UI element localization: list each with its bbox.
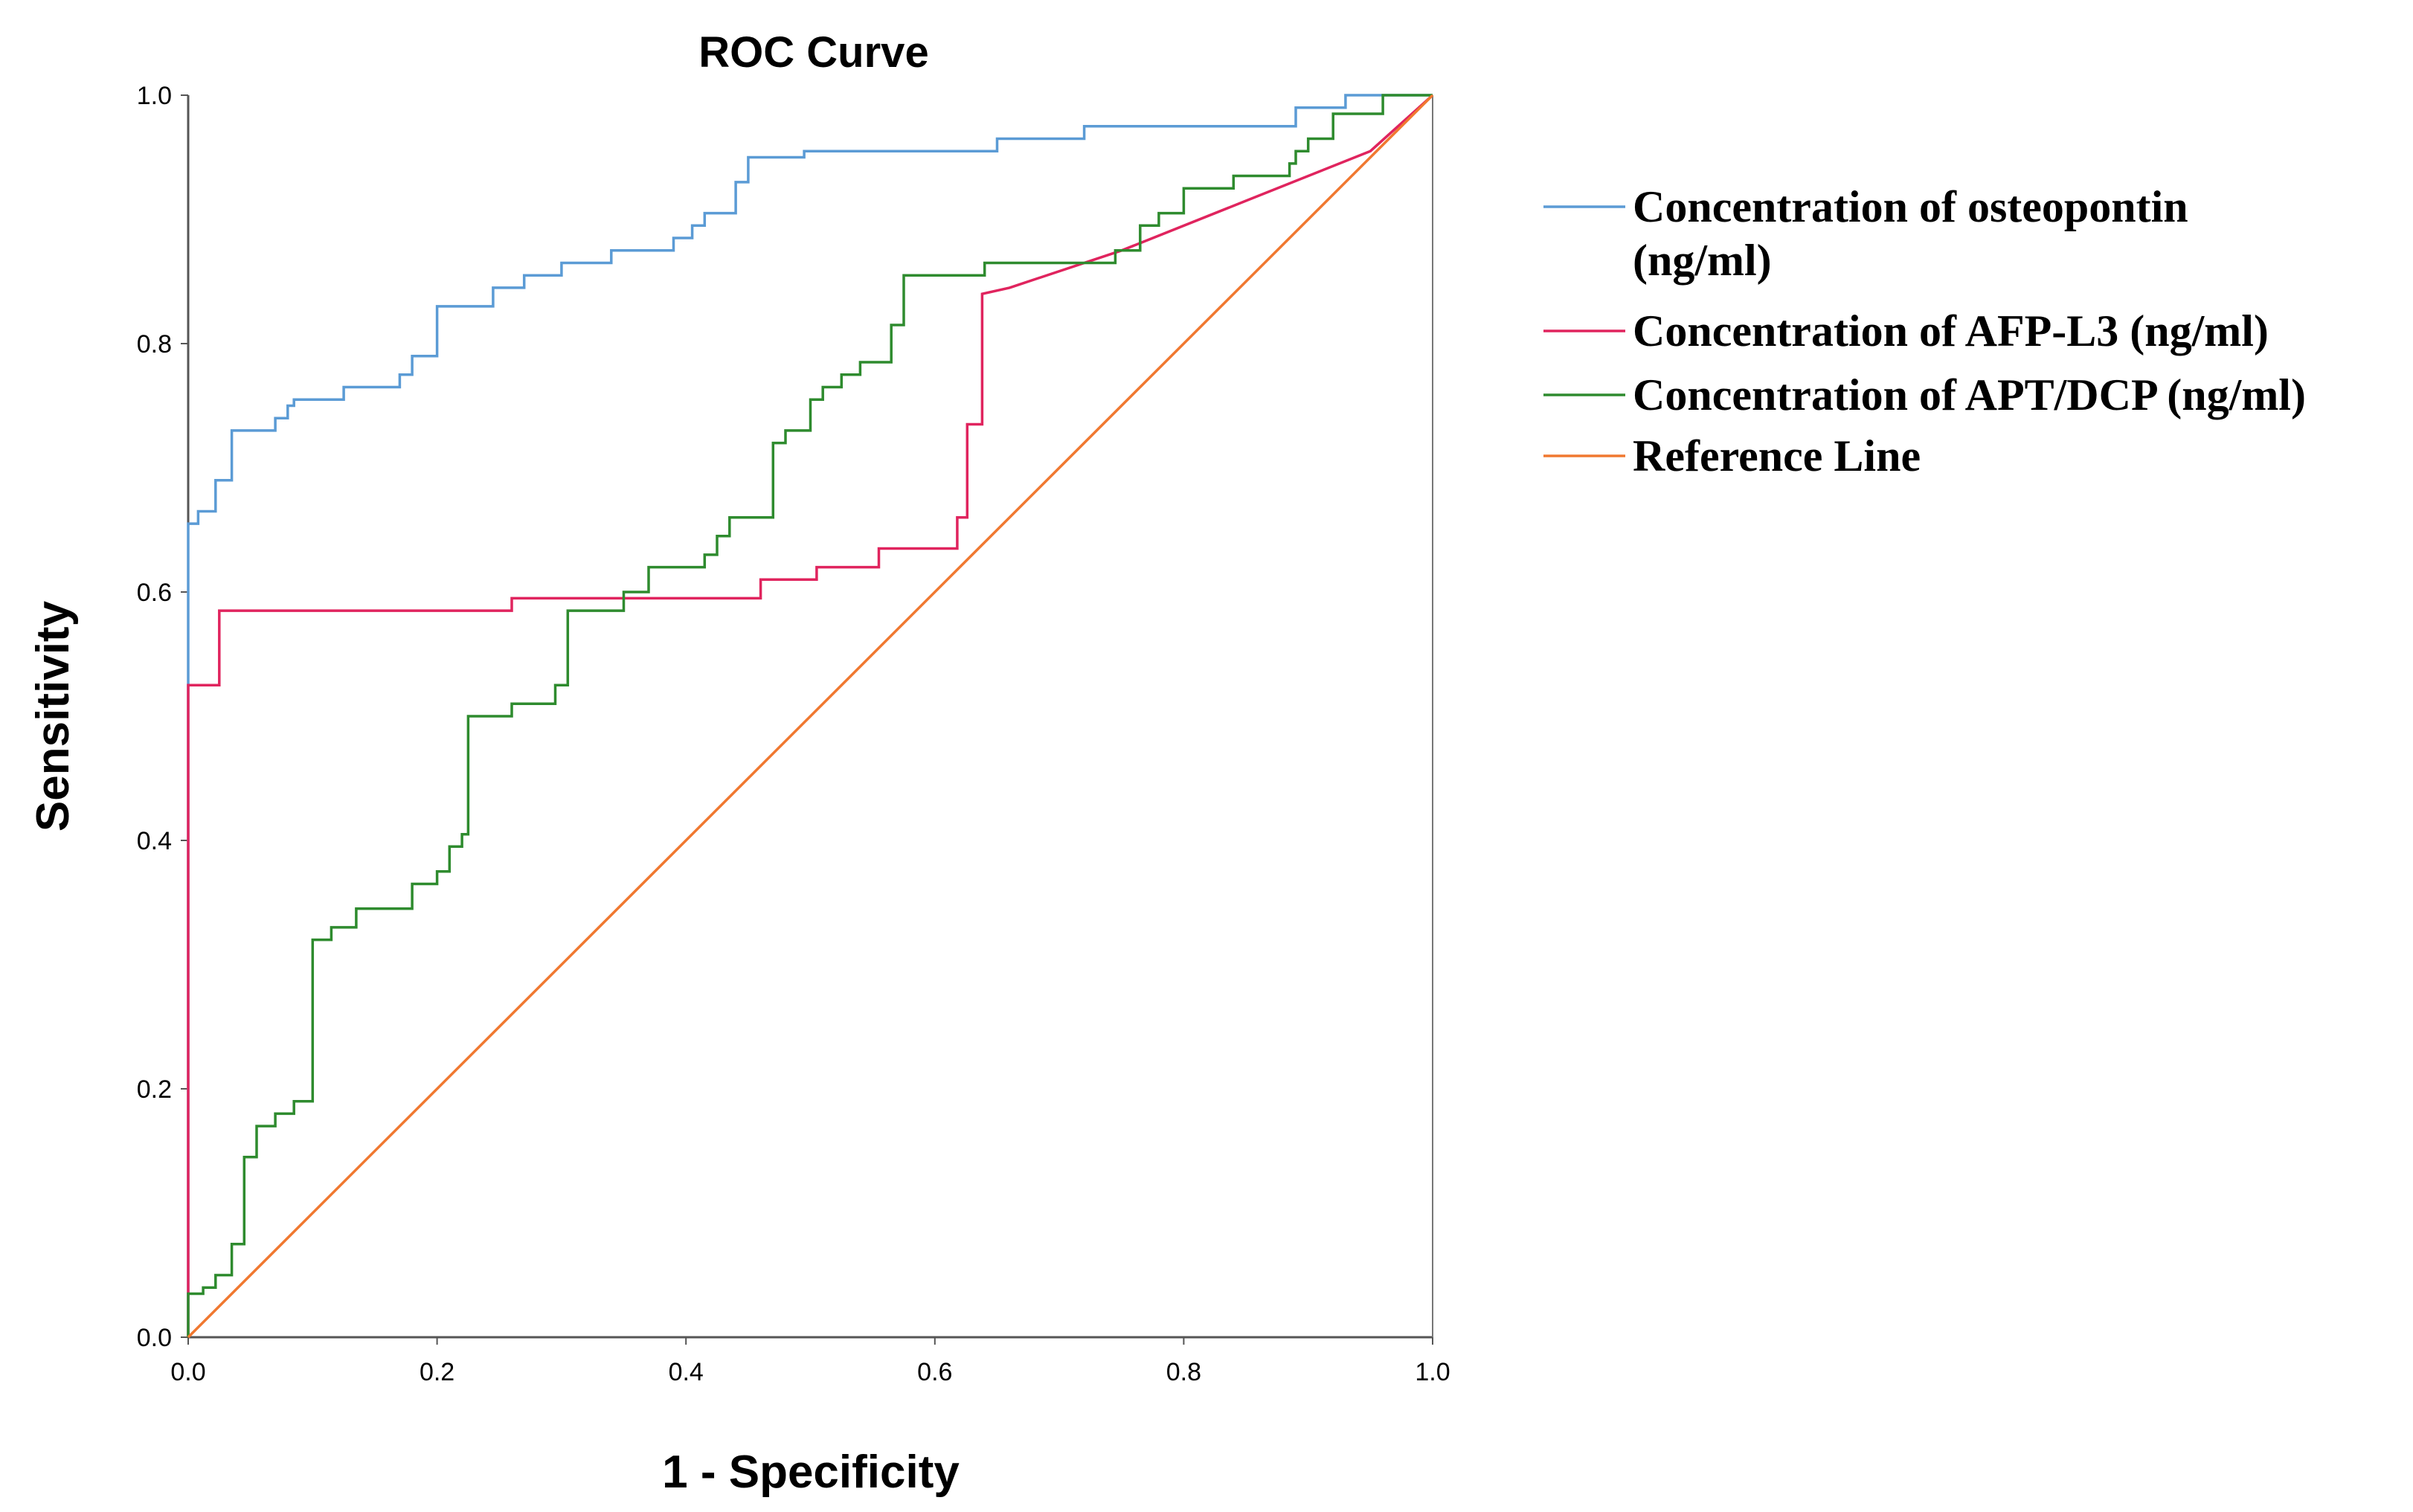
- y-tick-label: 0.2: [137, 1075, 172, 1104]
- y-ticks: 0.0 0.2 0.4 0.6 0.8 1.0: [137, 82, 188, 1352]
- x-tick-label: 0.8: [1166, 1358, 1201, 1386]
- series-line-concentration-of-apt-dcp-ng-ml: [187, 94, 1433, 1337]
- legend-label-concentration-of-afp-l3-ng-ml: Concentration of AFP-L3 (ng/ml): [1633, 306, 2269, 356]
- x-tick-label: 0.4: [669, 1358, 704, 1386]
- x-tick-label: 0.6: [917, 1358, 952, 1386]
- legend-label-concentration-of-osteopontin-ng-ml: (ng/ml): [1633, 236, 1772, 285]
- series-line-concentration-of-afp-l3-ng-ml: [187, 94, 1434, 1337]
- y-tick-label: 0.0: [137, 1324, 172, 1352]
- legend: Concentration of osteopontin (ng/ml) Conce…: [1543, 182, 2306, 480]
- chart-title: ROC Curve: [698, 28, 928, 77]
- y-axis-label: Sensitivity: [28, 600, 79, 831]
- y-tick-label: 0.4: [137, 827, 172, 855]
- series-line-reference-line: [187, 94, 1434, 1339]
- y-tick-label: 0.6: [137, 579, 172, 607]
- y-tick-label: 0.8: [137, 330, 172, 358]
- y-tick-label: 1.0: [137, 82, 172, 110]
- legend-label-reference-line: Reference Line: [1633, 431, 1921, 480]
- x-tick-label: 1.0: [1415, 1358, 1450, 1386]
- series-line-concentration-of-osteopontin-ng-ml: [187, 94, 1433, 1337]
- legend-label-concentration-of-apt-dcp-ng-ml: Concentration of APT/DCP (ng/ml): [1633, 370, 2306, 419]
- series-layer: [187, 94, 1434, 1339]
- x-tick-label: 0.0: [170, 1358, 205, 1386]
- x-ticks: 0.0 0.2 0.4 0.6 0.8 1.0: [170, 1337, 1450, 1386]
- x-tick-label: 0.2: [420, 1358, 454, 1386]
- legend-label-concentration-of-osteopontin-ng-ml: Concentration of osteopontin: [1633, 182, 2188, 231]
- x-axis-label: 1 - Specificity: [662, 1447, 960, 1498]
